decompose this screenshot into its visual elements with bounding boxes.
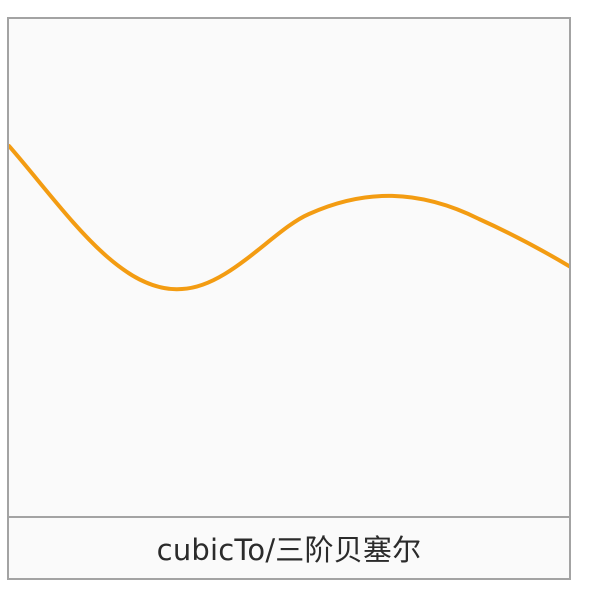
caption-divider (9, 516, 569, 518)
caption-label: cubicTo/三阶贝塞尔 (156, 533, 422, 567)
demo-card: cubicTo/三阶贝塞尔 (7, 17, 571, 580)
canvas-svg (9, 144, 569, 292)
drawing-canvas (9, 19, 569, 516)
cubic-bezier-curve (9, 144, 569, 292)
